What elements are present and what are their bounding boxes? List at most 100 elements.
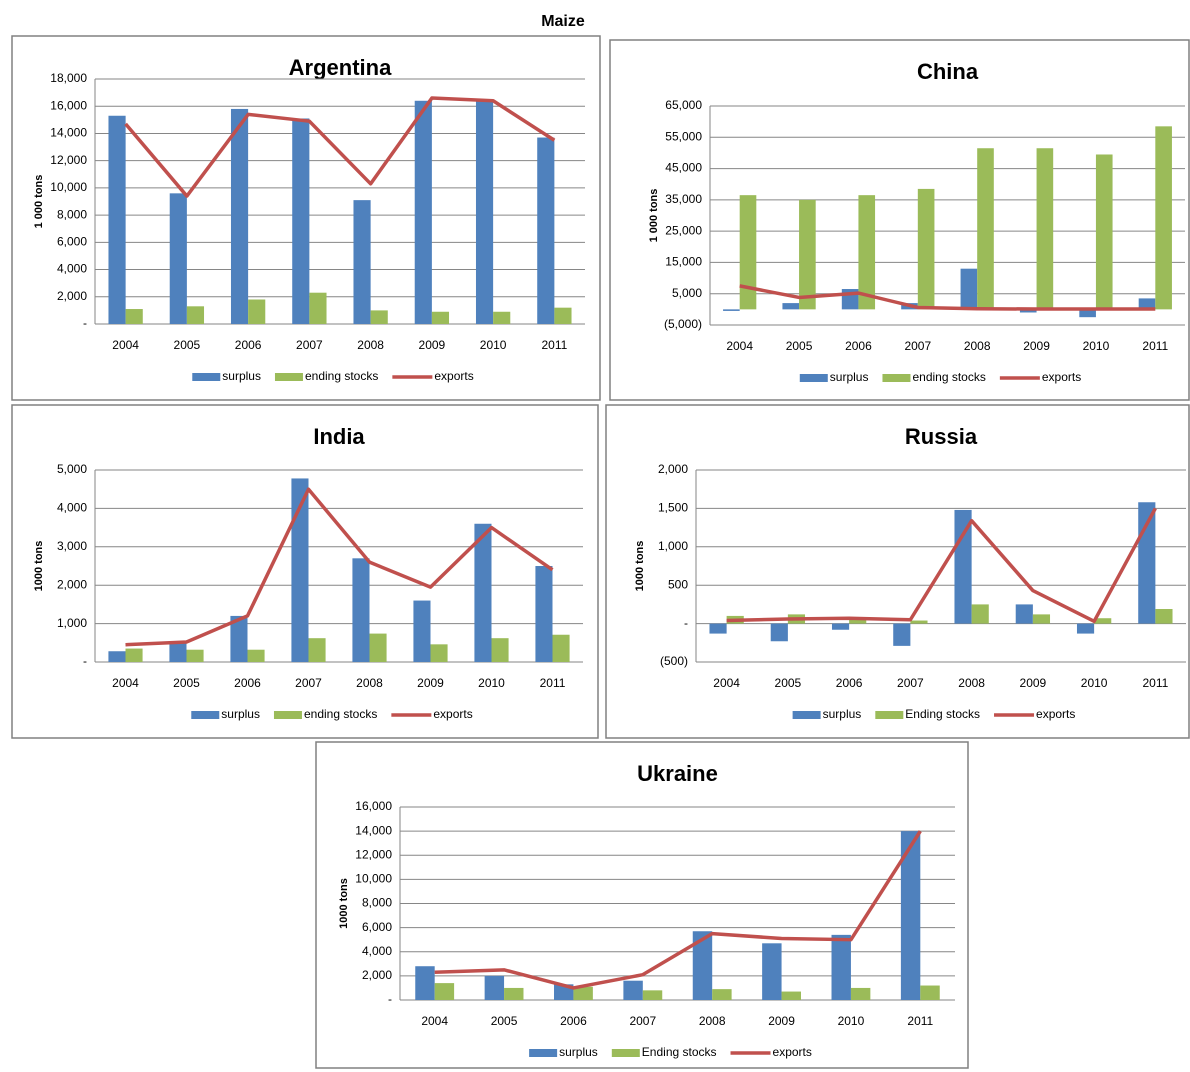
bar xyxy=(537,137,555,324)
y-tick-label: - xyxy=(83,654,87,668)
bar xyxy=(434,983,455,1000)
bar xyxy=(247,649,265,662)
y-tick-label: 5,000 xyxy=(672,286,702,300)
bar xyxy=(712,989,732,1000)
legend-label: ending stocks xyxy=(304,707,377,721)
bar xyxy=(230,108,249,324)
y-axis-label: 1000 tons xyxy=(33,541,45,592)
y-axis-label: 1 000 tons xyxy=(648,189,660,243)
x-tick-label: 2006 xyxy=(560,1014,587,1028)
bar xyxy=(248,299,266,324)
bar xyxy=(108,115,126,324)
chart-panel: Argentina 1 000 tons - 2,000 4,000 6,000 8,000… xyxy=(11,35,601,401)
bar xyxy=(692,931,713,1000)
x-tick-label: 2009 xyxy=(419,338,446,352)
panel-border xyxy=(609,39,1190,401)
x-tick-label: 2004 xyxy=(112,338,139,352)
x-tick-label: 2004 xyxy=(713,676,740,690)
chart-title: Ukraine xyxy=(637,761,718,786)
bar xyxy=(493,311,511,324)
x-tick-label: 2008 xyxy=(964,339,991,353)
bar xyxy=(535,566,553,662)
bar xyxy=(1094,618,1112,624)
bar xyxy=(893,623,911,646)
bar xyxy=(352,558,370,662)
bar xyxy=(831,934,851,1000)
bar xyxy=(1019,309,1037,313)
bar xyxy=(552,634,570,662)
y-tick-label: 5,000 xyxy=(57,462,87,476)
x-tick-label: 2011 xyxy=(907,1014,933,1028)
bar xyxy=(414,100,432,325)
bar xyxy=(971,604,989,624)
bar xyxy=(910,620,928,624)
y-tick-label: - xyxy=(684,616,688,630)
x-tick-label: 2007 xyxy=(897,676,924,690)
y-tick-label: 1,000 xyxy=(57,616,87,630)
bar xyxy=(781,991,801,1000)
legend-swatch xyxy=(882,374,911,382)
legend-label: surplus xyxy=(823,707,862,721)
bar xyxy=(799,199,816,310)
bar xyxy=(291,478,309,662)
chart-title: Argentina xyxy=(289,55,392,80)
y-axis-label: 1 000 tons xyxy=(33,175,45,229)
bar xyxy=(369,633,387,662)
bar xyxy=(554,307,572,324)
x-tick-label: 2007 xyxy=(296,338,323,352)
legend-swatch xyxy=(274,373,303,381)
x-tick-label: 2005 xyxy=(174,338,201,352)
bar xyxy=(1015,604,1033,624)
bar xyxy=(977,148,994,310)
legend-label: exports xyxy=(1036,707,1075,721)
y-tick-label: 10,000 xyxy=(50,180,87,194)
y-tick-label: 6,000 xyxy=(362,920,392,934)
y-tick-label: 25,000 xyxy=(665,223,702,237)
chart-title: India xyxy=(313,424,365,449)
x-tick-label: 2009 xyxy=(417,676,444,690)
y-tick-label: 2,000 xyxy=(658,462,688,476)
panel-border xyxy=(11,35,601,401)
bar xyxy=(370,310,388,324)
y-tick-label: 8,000 xyxy=(57,207,87,221)
legend-label: surplus xyxy=(222,369,261,383)
y-tick-label: 14,000 xyxy=(355,823,392,837)
y-tick-label: 1,500 xyxy=(658,501,688,515)
legend-swatch xyxy=(611,1049,640,1057)
y-tick-label: 16,000 xyxy=(50,98,87,112)
bar xyxy=(900,831,921,1000)
y-tick-label: 35,000 xyxy=(665,192,702,206)
x-tick-label: 2007 xyxy=(629,1014,656,1028)
x-tick-label: 2009 xyxy=(1023,339,1050,353)
x-tick-label: 2005 xyxy=(491,1014,518,1028)
bar xyxy=(308,638,326,662)
bar xyxy=(1095,154,1113,310)
legend-label: exports xyxy=(433,707,472,721)
bar xyxy=(642,990,663,1000)
x-tick-label: 2005 xyxy=(786,339,813,353)
bar xyxy=(917,188,935,310)
bar xyxy=(169,193,187,324)
legend-label: ending stocks xyxy=(305,369,378,383)
x-tick-label: 2011 xyxy=(1142,339,1168,353)
y-tick-label: (5,000) xyxy=(664,317,702,331)
y-tick-label: 500 xyxy=(668,577,688,591)
x-tick-label: 2006 xyxy=(234,676,261,690)
bar xyxy=(920,985,940,1000)
bar xyxy=(309,292,327,324)
bar xyxy=(430,644,448,662)
line xyxy=(726,507,1157,624)
legend-swatch xyxy=(192,373,221,381)
x-tick-label: 2006 xyxy=(836,676,863,690)
y-tick-label: 15,000 xyxy=(665,255,702,269)
bar xyxy=(623,980,643,1000)
bar xyxy=(415,966,435,1000)
y-tick-label: 2,000 xyxy=(57,577,87,591)
bar xyxy=(739,195,757,310)
panel-border xyxy=(605,404,1190,739)
bar xyxy=(353,200,371,324)
panel-border xyxy=(11,404,599,739)
x-tick-label: 2008 xyxy=(356,676,383,690)
x-tick-label: 2006 xyxy=(845,339,872,353)
